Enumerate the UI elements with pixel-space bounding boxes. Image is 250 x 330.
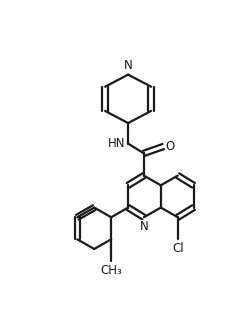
- Text: CH₃: CH₃: [100, 264, 122, 277]
- Text: HN: HN: [108, 137, 125, 150]
- Text: N: N: [124, 59, 132, 72]
- Text: Cl: Cl: [172, 242, 184, 255]
- Text: O: O: [166, 140, 175, 153]
- Text: N: N: [140, 220, 148, 233]
